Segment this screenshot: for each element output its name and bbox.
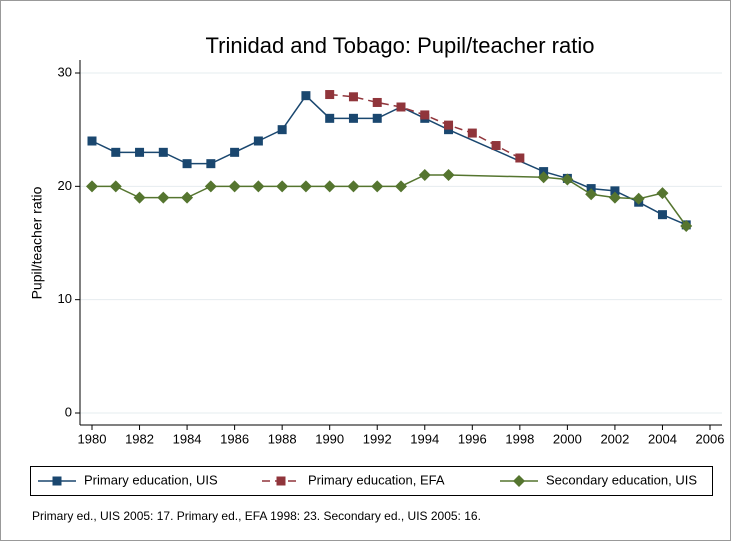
data-point [109,180,122,193]
x-tick-label: 1992 [363,431,392,446]
legend-label: Primary education, UIS [84,472,218,487]
y-tick-label: 10 [58,291,72,306]
data-point [325,90,335,100]
data-point [372,97,382,107]
data-point [418,169,431,181]
x-tick-label: 1990 [315,431,344,446]
x-tick-label: 1996 [458,431,487,446]
data-point [348,113,358,123]
data-point [348,92,358,102]
data-point [86,180,98,193]
data-point [537,171,550,184]
data-point [252,180,265,193]
data-point [347,180,360,193]
data-point [325,113,335,123]
x-tick-label: 1998 [505,431,534,446]
data-point [323,180,336,193]
y-tick-label: 30 [58,64,72,79]
legend-swatch-marker [52,476,62,486]
x-tick-label: 1994 [410,431,439,446]
data-point [301,91,311,101]
data-point [206,159,216,169]
data-point [277,125,287,135]
y-tick-label: 20 [58,178,72,193]
data-point [181,191,194,204]
data-point [610,186,620,196]
data-point [657,210,667,220]
x-tick-label: 1988 [268,431,297,446]
x-tick-label: 2006 [696,431,725,446]
y-axis-label: Pupil/teacher ratio [29,186,45,299]
data-point [561,173,574,186]
data-point [372,113,382,123]
legend-swatch-marker [513,475,525,487]
data-point [158,147,168,157]
chart-title: Trinidad and Tobago: Pupil/teacher ratio [206,33,595,58]
data-point [253,136,263,146]
data-point [442,169,455,181]
note: Primary ed., UIS 2005: 17. Primary ed., … [32,509,481,523]
data-point [420,110,430,120]
x-tick-label: 2004 [648,431,677,446]
x-tick-label: 2002 [600,431,629,446]
data-point [135,147,145,157]
legend-label: Secondary education, UIS [546,472,697,487]
x-tick-label: 1982 [125,431,154,446]
data-point [133,191,146,204]
data-point [585,188,598,201]
data-point [111,147,121,157]
data-point [299,180,312,193]
data-point [395,180,407,193]
data-point [230,147,240,157]
data-point [228,180,241,193]
legend-swatch-marker [276,476,286,486]
data-point [396,102,406,112]
data-point [87,136,97,146]
data-point [204,180,217,193]
data-point [157,191,170,204]
data-point [608,191,621,204]
data-point [515,153,525,163]
legend-box [30,466,713,496]
data-point [467,128,477,138]
x-tick-label: 2000 [553,431,582,446]
y-tick-label: 0 [65,404,72,419]
data-point [276,180,289,193]
data-point [656,187,669,200]
data-point [444,125,454,135]
x-tick-label: 1986 [220,431,249,446]
x-tick-label: 1980 [78,431,107,446]
data-point [444,120,454,130]
data-point [632,192,645,205]
data-point [491,141,501,151]
x-tick-label: 1984 [173,431,202,446]
legend-label: Primary education, EFA [308,472,445,487]
data-point [182,159,192,169]
data-point [371,180,384,193]
data-point [680,220,693,232]
